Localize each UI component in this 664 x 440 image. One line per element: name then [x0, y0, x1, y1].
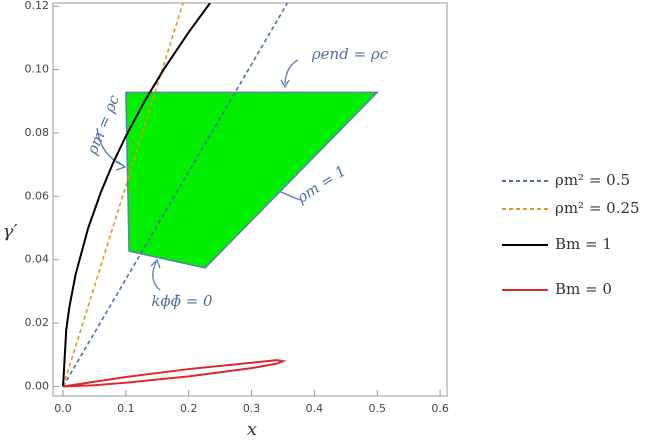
y-tick-label: 0.06	[25, 189, 50, 202]
y-tick-label: 0.12	[25, 0, 50, 12]
y-tick-label: 0.02	[25, 316, 50, 329]
legend-label: ρm² = 0.5	[555, 171, 630, 189]
legend-label: Bm = 0	[555, 280, 612, 298]
x-tick-label: 0.2	[180, 402, 198, 415]
arrow	[284, 59, 299, 85]
y-tick-label: 0.08	[25, 126, 50, 139]
series-line	[62, 3, 211, 387]
y-tick-label: 0.04	[25, 253, 50, 266]
series-line	[62, 359, 287, 388]
y-tick-label: 0.00	[25, 379, 50, 392]
x-tick-label: 0.4	[306, 402, 324, 415]
x-axis-label: x	[247, 419, 257, 440]
arrow-head	[280, 79, 290, 89]
x-tick-label: 0.5	[368, 402, 386, 415]
legend-label: ρm² = 0.25	[555, 199, 640, 217]
region	[125, 91, 380, 269]
series-line	[62, 3, 184, 387]
y-axis-label: γ′	[3, 221, 18, 242]
legend-label: Bm = 1	[555, 235, 612, 253]
annotation: kϕϕ̄ = 0	[151, 292, 213, 310]
annotation: ρend = ρc	[311, 45, 389, 63]
plot-area	[62, 3, 380, 388]
arrow-head	[150, 258, 161, 269]
x-tick-label: 0.3	[243, 402, 261, 415]
arrow	[152, 261, 161, 291]
y-tick-label: 0.10	[25, 63, 50, 76]
arrow-head	[115, 160, 127, 171]
x-tick-label: 0.1	[117, 402, 135, 415]
x-tick-label: 0.6	[431, 402, 449, 415]
x-tick-label: 0.0	[54, 402, 72, 415]
